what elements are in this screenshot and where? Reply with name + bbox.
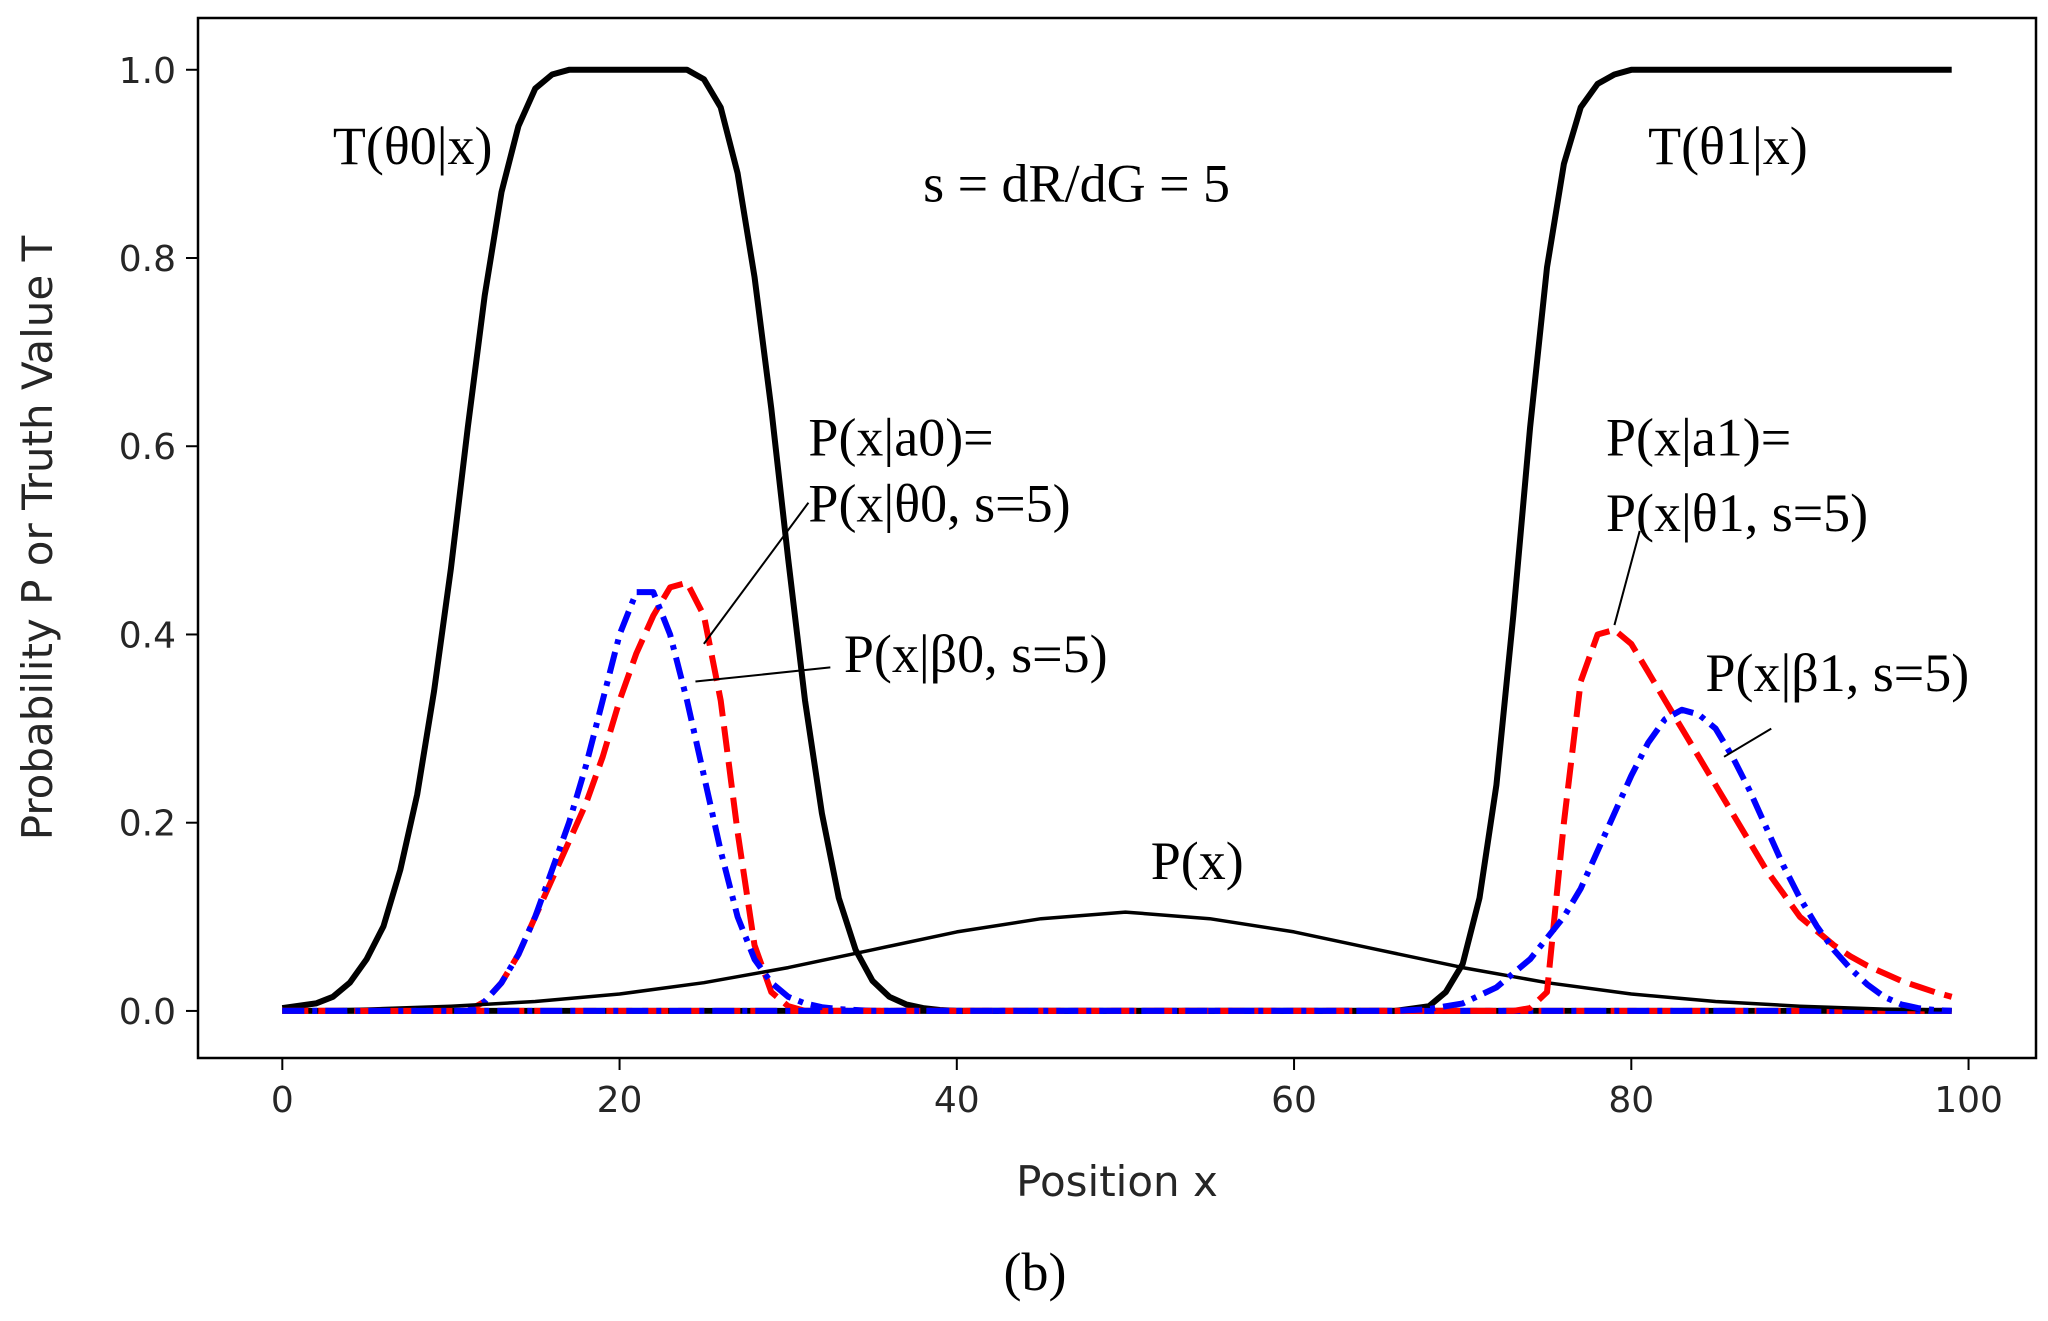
- annotation-label: s = dR/dG = 5: [923, 154, 1230, 214]
- series-line-1: [282, 66, 1952, 1014]
- y-tick-label: 0.2: [119, 804, 176, 845]
- leader-line: [703, 502, 810, 645]
- x-tick-label: 60: [1271, 1080, 1317, 1121]
- x-tick-label: 80: [1608, 1080, 1654, 1121]
- x-tick-label: 20: [597, 1080, 643, 1121]
- x-tick-label: 0: [271, 1080, 294, 1121]
- y-tick-label: 1.0: [119, 51, 176, 92]
- annotations: T(θ0|x) T(θ1|x)s = dR/dG = 5P(x|a0)=P(x|θ…: [333, 116, 1969, 891]
- leader-line: [695, 666, 831, 683]
- x-tick-label: 40: [934, 1080, 980, 1121]
- series-line-6: [282, 706, 1952, 1014]
- y-axis-label: Probability P or Truth Value T: [13, 235, 62, 840]
- series-line-2: [282, 579, 1952, 1014]
- figure-caption: (b): [1004, 1242, 1067, 1302]
- leader-line: [1613, 530, 1641, 626]
- annotation-label: T(θ0|x): [333, 116, 493, 176]
- ticks: 0 20 40 60 80 100 0.0 0.2 0.4 0.6 0.8 1.0: [119, 51, 2003, 1121]
- y-tick-label: 0.8: [119, 239, 176, 280]
- annotation-label: P(x|a1)=: [1606, 408, 1791, 468]
- annotation-label: P(x|β0, s=5): [844, 624, 1108, 684]
- series-line-4: [282, 910, 1952, 1013]
- annotation-label: P(x|a0)=: [808, 408, 993, 468]
- annotation-label: P(x): [1151, 831, 1244, 891]
- y-tick-label: 0.0: [119, 992, 176, 1033]
- series-line-3: [282, 589, 1952, 1014]
- annotation-label: P(x|θ0, s=5): [808, 474, 1070, 534]
- leader-line: [1723, 727, 1772, 758]
- annotation-label: T(θ1|x): [1648, 116, 1808, 176]
- series-line-5: [282, 626, 1953, 1014]
- y-tick-label: 0.6: [119, 427, 176, 468]
- annotation-label: P(x|θ1, s=5): [1606, 483, 1868, 543]
- leader-lines: [695, 502, 1772, 758]
- series-line-0: [281, 66, 1952, 1014]
- y-tick-label: 0.4: [119, 615, 176, 656]
- annotation-label: P(x|β1, s=5): [1705, 643, 1969, 703]
- x-tick-label: 100: [1934, 1080, 2003, 1121]
- series-layer: [281, 66, 1953, 1014]
- x-axis-label: Position x: [1016, 1157, 1218, 1206]
